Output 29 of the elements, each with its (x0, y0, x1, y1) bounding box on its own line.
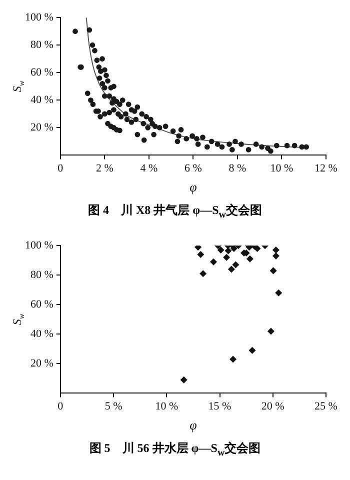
y-tick-label: 20 % (30, 358, 54, 370)
x-tick-label: 20 % (261, 401, 284, 414)
x-tick-label: 2 % (96, 162, 114, 175)
x-tick-label: 0 (58, 162, 64, 175)
y-tick-label: 60 % (30, 298, 54, 311)
x-tick-label: 5 % (104, 401, 122, 414)
y-tick-label: 40 % (30, 94, 54, 106)
text: 图 5 川 56 井水层 φ—S$_{w}$交会图 (88, 440, 262, 459)
x-tick-label: 0 (58, 401, 64, 414)
y-tick-label: 20 % (30, 122, 54, 134)
x-axis-title: φ (190, 180, 197, 195)
text: 图 4 川 X8 井气层 φ—S$_{w}$交会图 (86, 202, 264, 220)
x-tick-label: 15 % (208, 401, 232, 414)
y-tick-label: 60 % (30, 66, 54, 79)
y-tick-label: 100 % (24, 240, 54, 252)
x-tick-label: 8 % (228, 162, 246, 175)
x-tick-label: 6 % (184, 162, 202, 175)
y-tick-label: 80 % (30, 39, 54, 52)
y-axis-title: Sw (10, 313, 26, 326)
x-tick-label: 4 % (140, 162, 158, 175)
y-tick-label: 100 % (24, 11, 54, 24)
y-axis-title: Sw (10, 80, 26, 92)
y-tick-label: 80 % (30, 269, 54, 282)
x-tick-label: 10 % (270, 162, 294, 175)
x-axis-title: φ (190, 418, 197, 434)
x-tick-label: 10 % (155, 401, 178, 414)
x-tick-label: 12 % (314, 162, 338, 175)
x-tick-label: 25 % (314, 401, 338, 414)
y-tick-label: 40 % (30, 328, 54, 340)
